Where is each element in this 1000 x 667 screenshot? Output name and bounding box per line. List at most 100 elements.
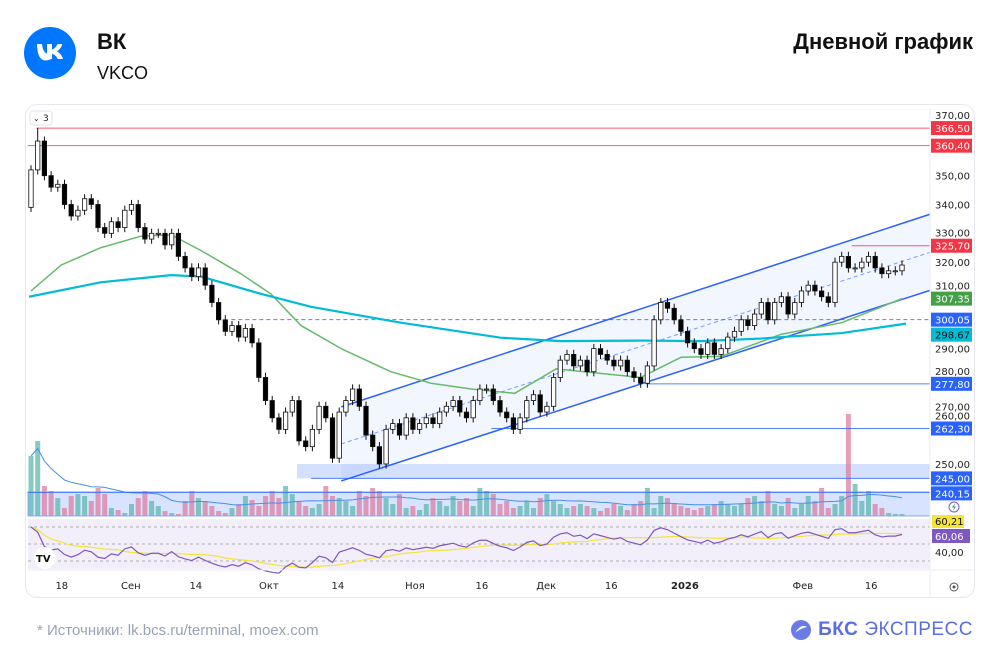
settings-icon[interactable] [949,582,959,592]
volume-bar [403,508,409,516]
volume-bar [510,508,516,516]
candle [189,267,195,277]
candle [798,290,805,303]
candle [711,342,718,355]
channel-lower-line [340,289,931,482]
price-badge [931,312,972,327]
candle [269,400,275,419]
y-tick-label: 250,00 [935,460,970,471]
x-tick-label: 2026 [671,581,699,592]
candle [765,302,771,321]
candle [175,232,181,257]
volume-ma-line [30,447,903,506]
volume-bar [852,484,858,516]
chart-title: Дневной график [793,29,973,54]
candle [852,267,858,270]
volume-bar [95,488,101,516]
volume-bar [866,491,871,516]
volume-bar [564,508,570,516]
candle [135,204,141,228]
y-tick-label: 270,00 [935,402,970,413]
candle [108,221,114,234]
volume-bar [62,508,67,516]
volume-bar [343,501,349,516]
candle [256,342,262,378]
volume-bar [698,508,704,516]
x-tick-label: 16 [605,581,618,592]
volume-bar [222,513,228,516]
channel-upper-line [340,213,931,408]
volume-bar [711,504,717,516]
volume-bar [598,511,603,516]
volume-bar [785,498,791,516]
candle [309,428,316,448]
candle [249,328,255,344]
candle [410,417,416,430]
price-badge [931,327,972,342]
bcs-express-logo[interactable]: БКС ЭКСПРЕСС [790,619,973,641]
volume-bar [665,498,670,516]
rsi-ma-line [30,526,903,568]
x-tick-label: 14 [189,581,202,592]
collapse-indicators-button[interactable]: ⌄ 3 [29,110,53,126]
volume-bar [336,498,342,516]
volume-bar [169,513,175,516]
volume-bar [685,508,691,516]
volume-bar [859,501,865,516]
flash-icon[interactable] [948,501,960,513]
volume-bar [678,506,684,516]
candle [584,359,590,373]
rsi-level-label: 40,00 [935,548,964,559]
candle [68,204,74,217]
candle [477,388,483,401]
candle [524,400,530,419]
rsi-badge-value: 60,06 [932,529,970,543]
company-name: ВК [97,29,127,54]
price-badge-label: 360,40 [935,142,970,153]
volume-bar [591,508,597,516]
candle [329,417,336,459]
candle [624,359,630,373]
price-badge-label: 240,15 [935,489,970,500]
volume-bar [48,491,54,516]
volume-bar [108,508,114,516]
volume-bar [135,498,141,516]
candle [772,302,778,321]
volume-bar [269,491,275,516]
volume-bar [82,496,88,516]
volume-bar [618,506,624,516]
candle [182,255,188,269]
candle [758,302,764,315]
volume-bar [296,501,302,516]
candle [457,400,463,413]
candle [551,377,557,407]
volume-bar [256,506,262,516]
candle [437,411,443,424]
price-badge-label: 325,70 [935,242,970,253]
collapse-count: 3 [43,114,49,124]
volume-bar [356,491,362,516]
candle [618,359,624,367]
volume-bar [624,510,630,516]
candle [664,302,671,309]
price-badge [931,421,972,436]
volume-bar [443,506,449,516]
volume-bar [772,504,778,516]
support-zone [296,463,930,479]
candle [825,296,831,303]
volume-bar [571,506,577,516]
svg-text:60,21: 60,21 [935,517,964,528]
y-tick-label: 260,00 [935,411,970,422]
volume-bar [577,504,583,516]
candle [564,354,570,361]
sources-note: * Источники: lk.bcs.ru/terminal, moex.co… [37,622,319,639]
volume-bar [263,496,268,516]
candle [865,255,872,263]
collapse-chevron-icon: ⌄ [33,114,40,123]
volume-bar [283,486,289,516]
brand-name-a: БКС [818,619,859,640]
volume-bar [651,508,657,516]
price-badge [931,291,972,306]
volume-bar [330,496,335,516]
